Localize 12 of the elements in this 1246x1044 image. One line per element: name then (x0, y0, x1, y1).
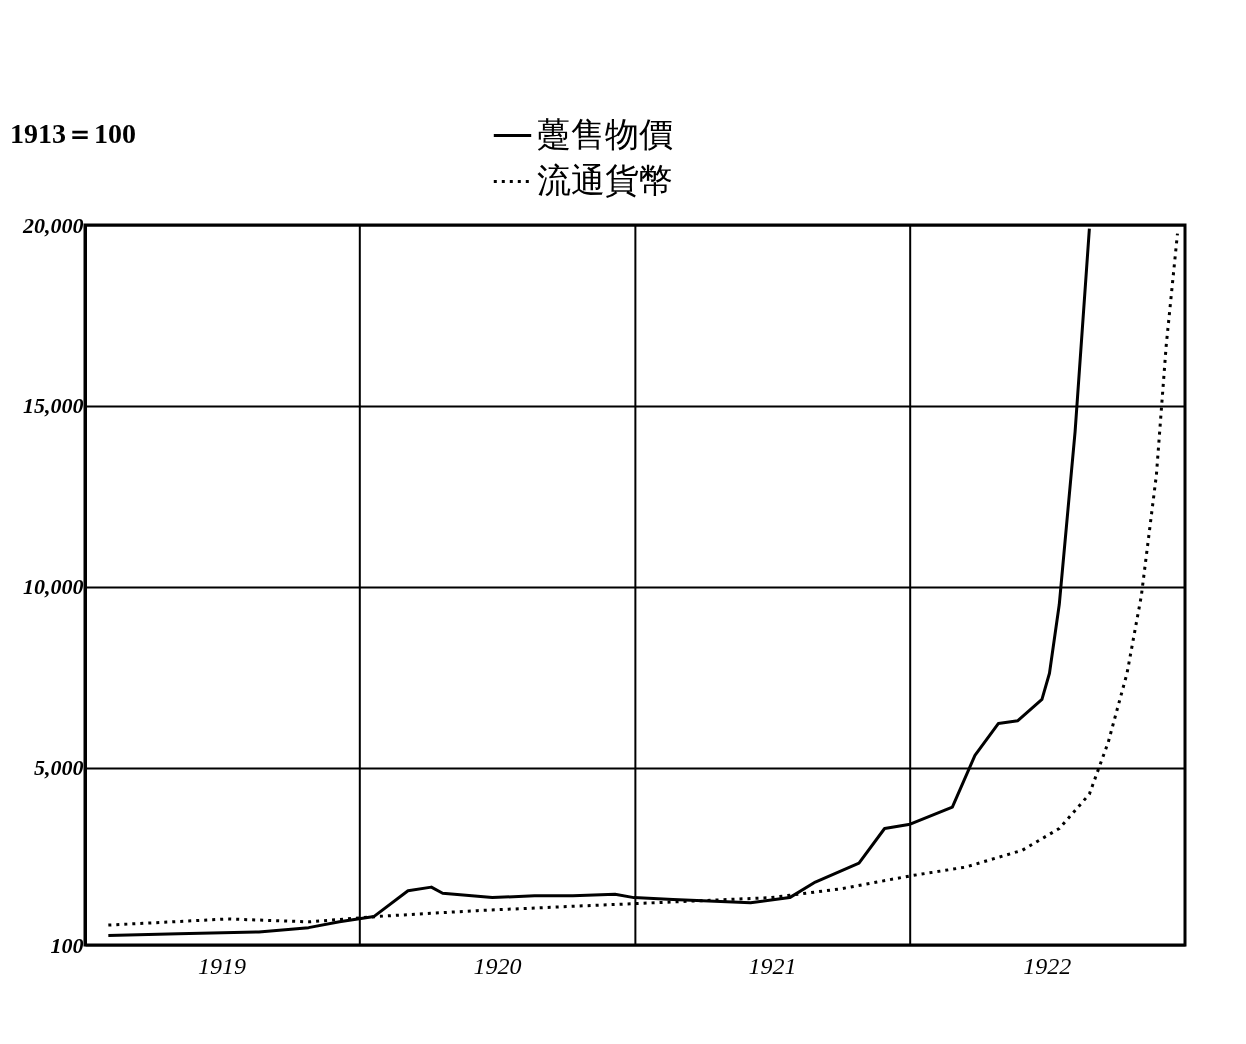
x-tick-label: 1921 (748, 953, 797, 979)
y-tick-label: 20,000 (22, 212, 84, 238)
text: 1913＝100 (10, 118, 136, 149)
y-tick-label: 100 (50, 932, 84, 958)
x-tick-label: 1920 (473, 953, 522, 979)
legend-label: 躉售物價 (537, 115, 673, 153)
x-tick-label: 1919 (198, 953, 247, 979)
legend-label: 流通貨幣 (537, 161, 673, 199)
y-tick-label: 15,000 (23, 393, 84, 419)
x-tick-label: 1922 (1023, 953, 1072, 979)
y-tick-label: 10,000 (23, 574, 84, 600)
y-tick-label: 5,000 (34, 755, 84, 781)
